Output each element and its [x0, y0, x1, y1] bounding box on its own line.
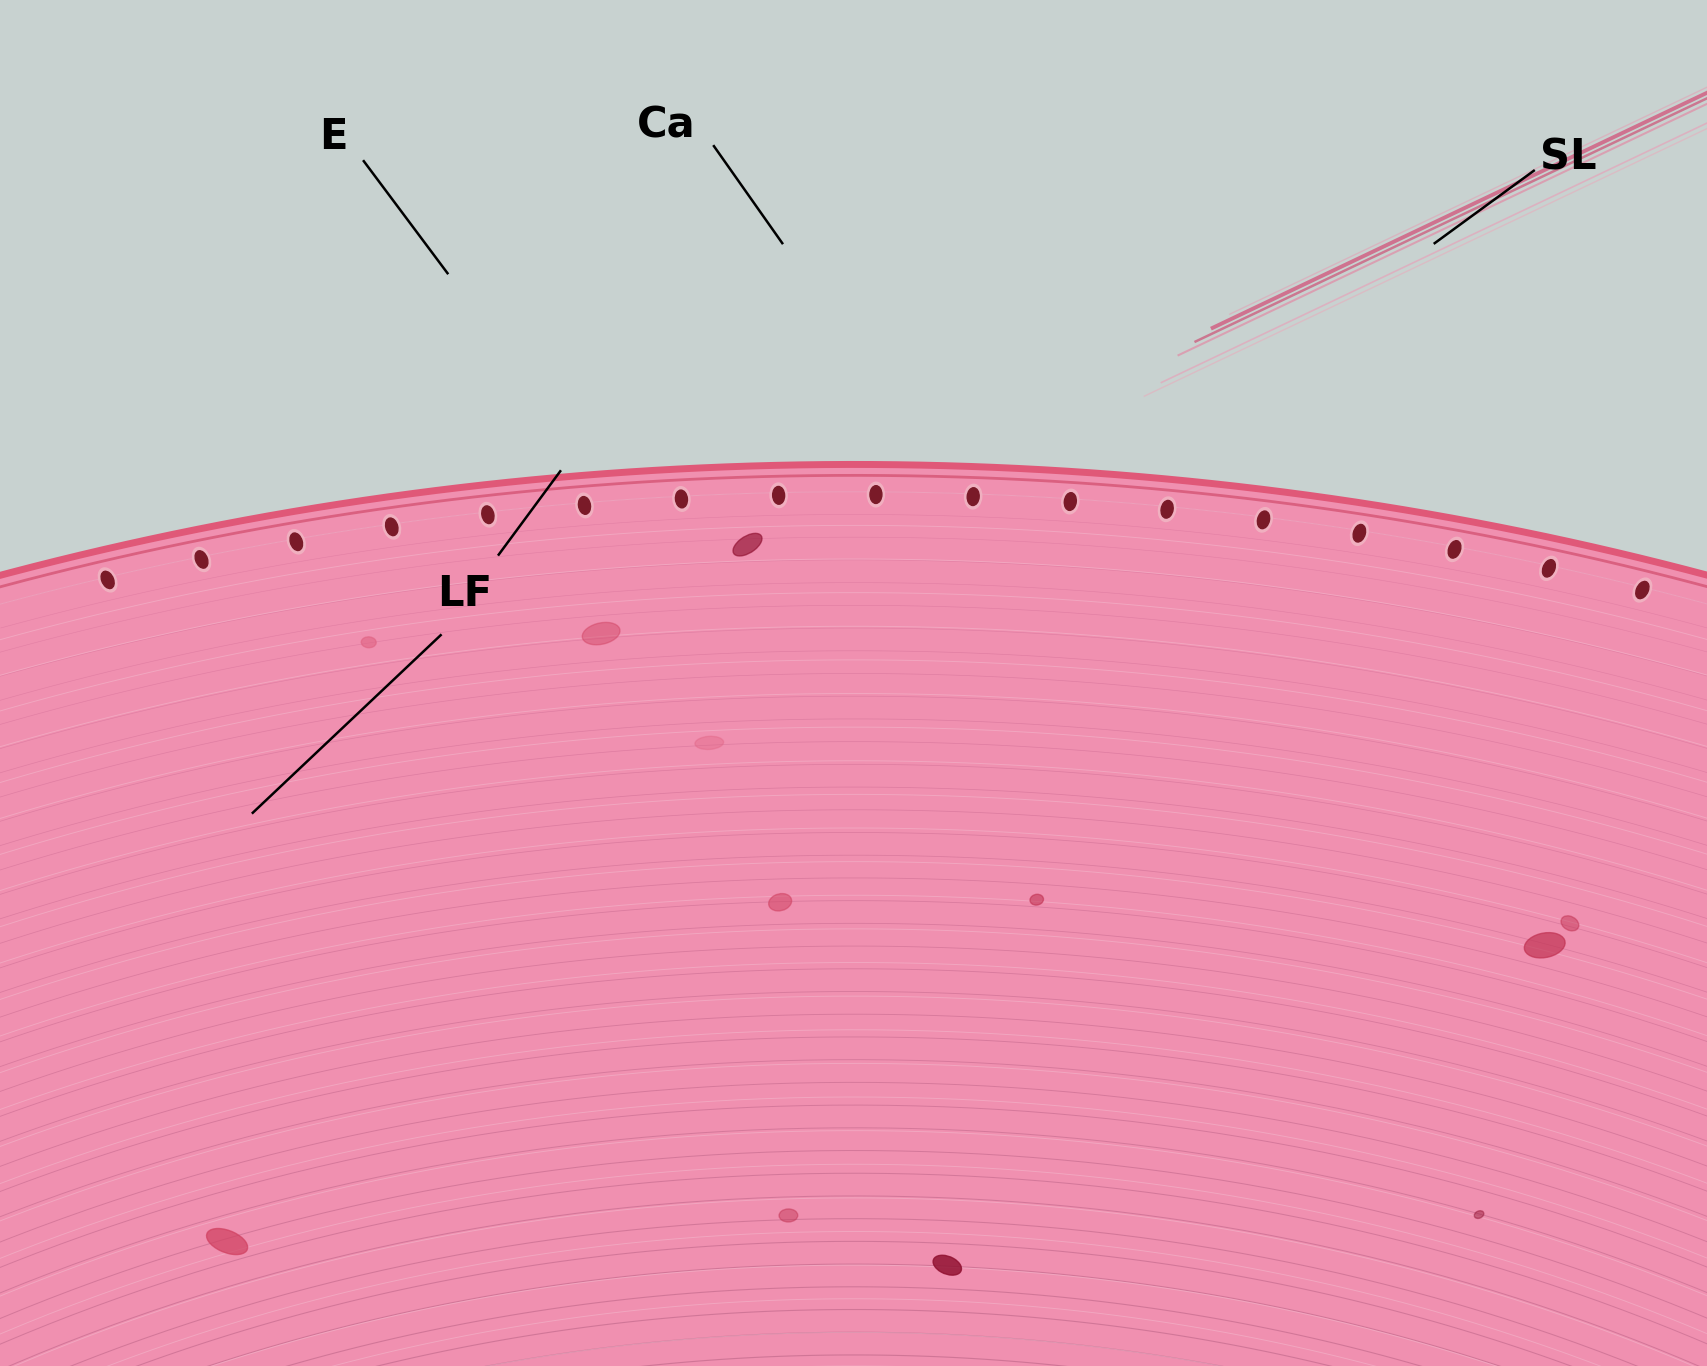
Ellipse shape	[772, 486, 784, 504]
Text: LF: LF	[437, 574, 492, 615]
Ellipse shape	[1473, 1210, 1483, 1218]
Ellipse shape	[1541, 560, 1555, 576]
Polygon shape	[0, 464, 1707, 1366]
Ellipse shape	[966, 488, 978, 505]
Ellipse shape	[1350, 520, 1367, 545]
Ellipse shape	[869, 486, 881, 504]
Ellipse shape	[1523, 933, 1564, 958]
Ellipse shape	[1157, 497, 1174, 522]
Ellipse shape	[195, 550, 208, 568]
Ellipse shape	[1632, 578, 1651, 602]
Ellipse shape	[1448, 541, 1459, 559]
Ellipse shape	[1352, 525, 1366, 542]
Ellipse shape	[1063, 493, 1075, 511]
Ellipse shape	[99, 568, 116, 591]
Text: E: E	[319, 116, 347, 157]
Ellipse shape	[101, 571, 114, 589]
Ellipse shape	[575, 493, 592, 518]
Ellipse shape	[386, 518, 398, 535]
Ellipse shape	[290, 533, 302, 550]
Ellipse shape	[1635, 582, 1647, 598]
Ellipse shape	[778, 1209, 797, 1223]
Ellipse shape	[1560, 915, 1577, 930]
Ellipse shape	[287, 530, 306, 553]
Ellipse shape	[674, 490, 686, 508]
Ellipse shape	[770, 484, 787, 508]
Ellipse shape	[867, 482, 884, 507]
Ellipse shape	[1161, 500, 1173, 518]
Ellipse shape	[362, 637, 376, 647]
Ellipse shape	[673, 486, 690, 511]
Ellipse shape	[964, 485, 982, 510]
Ellipse shape	[1062, 489, 1079, 514]
Ellipse shape	[193, 548, 210, 571]
Ellipse shape	[480, 503, 497, 527]
Text: Ca: Ca	[637, 105, 695, 146]
Ellipse shape	[481, 505, 493, 523]
Ellipse shape	[1538, 556, 1557, 581]
Text: SL: SL	[1538, 137, 1596, 178]
Ellipse shape	[382, 515, 401, 540]
Ellipse shape	[1444, 537, 1463, 561]
Ellipse shape	[582, 623, 620, 645]
Ellipse shape	[732, 533, 761, 556]
Ellipse shape	[932, 1255, 961, 1274]
Ellipse shape	[1029, 895, 1043, 906]
Ellipse shape	[579, 497, 591, 514]
Ellipse shape	[768, 893, 790, 911]
Ellipse shape	[1255, 508, 1272, 531]
Ellipse shape	[695, 736, 724, 750]
Ellipse shape	[1256, 511, 1268, 529]
Ellipse shape	[207, 1228, 248, 1254]
